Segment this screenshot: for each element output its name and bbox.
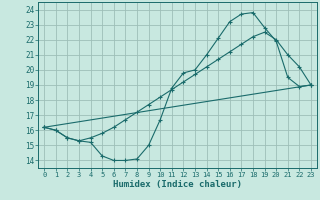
X-axis label: Humidex (Indice chaleur): Humidex (Indice chaleur) bbox=[113, 180, 242, 189]
